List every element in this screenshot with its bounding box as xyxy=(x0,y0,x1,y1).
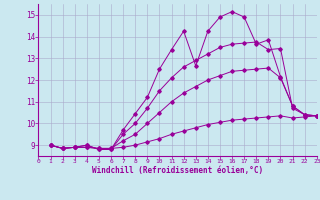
X-axis label: Windchill (Refroidissement éolien,°C): Windchill (Refroidissement éolien,°C) xyxy=(92,166,263,175)
